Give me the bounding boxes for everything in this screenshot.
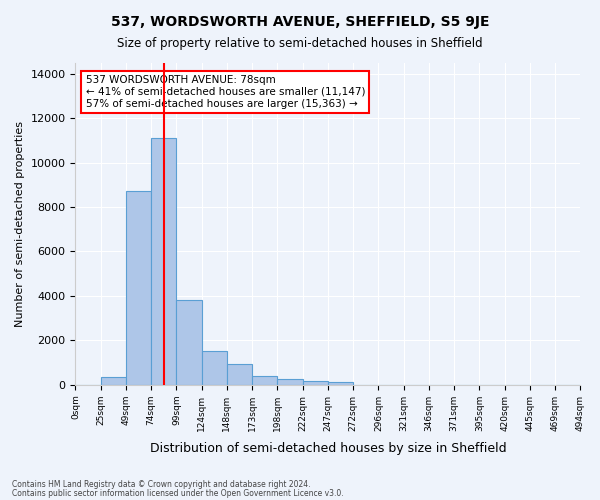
- Y-axis label: Number of semi-detached properties: Number of semi-detached properties: [15, 120, 25, 326]
- Text: Contains public sector information licensed under the Open Government Licence v3: Contains public sector information licen…: [12, 488, 344, 498]
- Bar: [151, 138, 176, 385]
- Text: Contains HM Land Registry data © Crown copyright and database right 2024.: Contains HM Land Registry data © Crown c…: [12, 480, 311, 489]
- Bar: [126, 192, 151, 385]
- Text: 537 WORDSWORTH AVENUE: 78sqm
← 41% of semi-detached houses are smaller (11,147)
: 537 WORDSWORTH AVENUE: 78sqm ← 41% of se…: [86, 76, 365, 108]
- Bar: [252, 376, 277, 385]
- Text: 537, WORDSWORTH AVENUE, SHEFFIELD, S5 9JE: 537, WORDSWORTH AVENUE, SHEFFIELD, S5 9J…: [111, 15, 489, 29]
- Bar: [302, 381, 328, 385]
- X-axis label: Distribution of semi-detached houses by size in Sheffield: Distribution of semi-detached houses by …: [149, 442, 506, 455]
- Bar: [328, 382, 353, 385]
- Bar: [101, 377, 126, 385]
- Bar: [277, 379, 302, 385]
- Text: Size of property relative to semi-detached houses in Sheffield: Size of property relative to semi-detach…: [117, 38, 483, 51]
- Bar: [227, 364, 252, 385]
- Bar: [176, 300, 202, 385]
- Bar: [202, 352, 227, 385]
